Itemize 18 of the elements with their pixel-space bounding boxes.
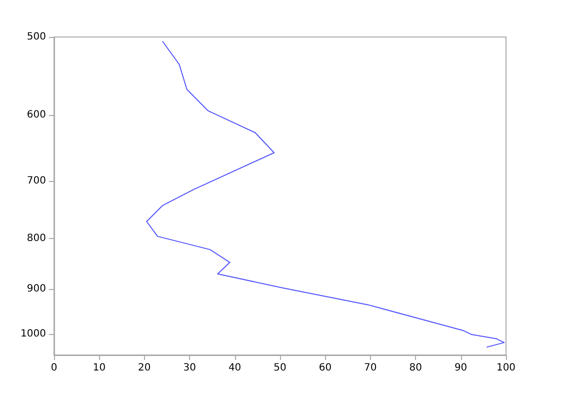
x-tick-label: 30 xyxy=(183,362,196,374)
x-tick-label: 40 xyxy=(228,362,242,374)
x-tick-label: 10 xyxy=(92,362,106,374)
y-tick-label: 500 xyxy=(26,32,46,42)
y-tick-label: 1000 xyxy=(20,328,46,340)
y-tick-label: 800 xyxy=(26,232,46,244)
x-tick-label: 80 xyxy=(409,362,422,374)
x-tick-label: 0 xyxy=(50,362,58,374)
x-tick-label: 90 xyxy=(454,362,468,374)
x-tick-label: 50 xyxy=(274,362,286,374)
x-tick-label: 60 xyxy=(318,362,332,374)
y-tick-label: 700 xyxy=(26,176,46,187)
y-tick-label: 900 xyxy=(26,283,46,294)
x-tick-label: 20 xyxy=(138,362,151,374)
y-tick-label: 600 xyxy=(26,110,46,121)
x-tick-label: 70 xyxy=(364,362,377,374)
x-tick-label: 100 xyxy=(496,362,516,374)
line-series xyxy=(146,40,505,348)
